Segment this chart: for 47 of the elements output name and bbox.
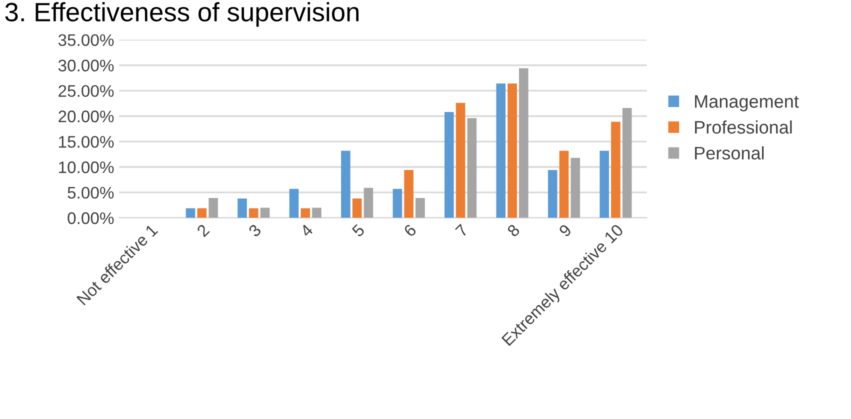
bar [248,208,258,218]
bar [508,84,517,218]
bar [392,188,402,218]
bar [600,150,609,218]
y-tick-label: 10.00% [59,161,114,174]
y-tick-label: 30.00% [58,60,114,72]
chart-title: 3. Effectiveness of supervision [5,2,359,27]
x-tick-label: 3 [248,224,262,238]
bar [364,188,374,218]
bar [518,68,528,218]
bar [416,198,425,218]
x-tick-label: 5 [351,224,366,238]
x-tick-label: 6 [403,224,417,238]
bar [570,158,580,218]
bar [208,198,218,218]
bar [559,150,569,218]
bar [496,84,506,218]
bar [186,208,196,218]
y-tick-label: 0.00% [68,212,114,224]
y-tick-label: 35.00% [58,34,114,46]
x-tick-label: 8 [506,224,520,238]
legend-label: Professional [695,120,792,134]
bar [404,170,414,218]
x-tick-label: 2 [196,224,210,238]
y-tick-label: 20.00% [58,110,114,122]
x-tick-label: 9 [558,224,572,238]
bar [238,198,247,218]
x-tick-label: 4 [300,224,314,238]
bar [300,208,310,218]
bar [467,118,477,218]
bar [622,108,632,218]
legend-label: Management [695,95,799,112]
y-tick-label: 15.00% [59,136,114,148]
y-tick-label: 25.00% [58,85,114,97]
bar [548,170,558,218]
legend-label: Personal [695,146,764,160]
bar [611,122,620,218]
bar [312,208,322,218]
y-tick-label: 5.00% [68,186,114,199]
bar [197,208,207,218]
bar [260,208,270,218]
bar [456,102,466,218]
bar [352,198,362,218]
x-tick-label: 7 [455,224,468,238]
bar [289,188,299,218]
bar [444,112,454,218]
bar [341,150,350,218]
